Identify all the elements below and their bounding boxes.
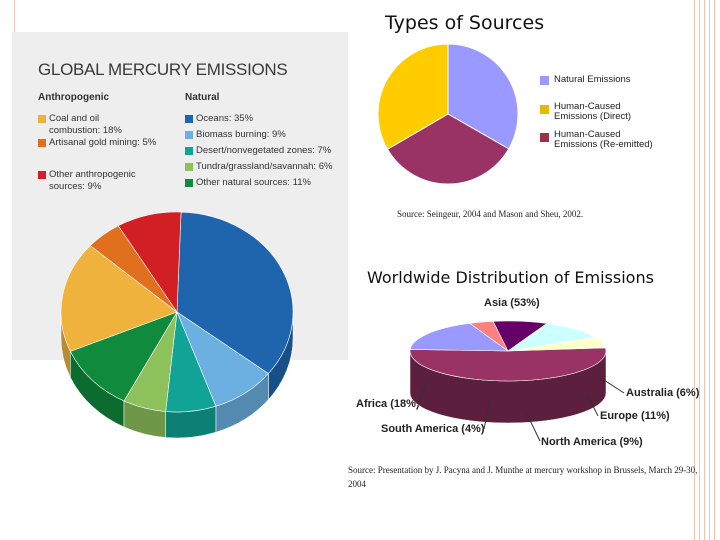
worldwide-slice-asia-53	[409, 347, 607, 382]
global-mercury-slice-coal-and-oil-combustion-18	[60, 245, 178, 352]
worldwide-leader-australia-6	[603, 379, 625, 394]
legend-item-other-anthropogenic-sources-9: Other anthropogenic sources: 9%	[49, 169, 136, 192]
global-mercury-slice-oceans-35	[176, 211, 294, 374]
legend-item-coal-and-oil-combustion-18: Coal and oil combustion: 18%	[49, 113, 122, 136]
worldwide-title: Worldwide Distribution of Emissions	[367, 268, 654, 287]
legend-swatch-tundra-grassland-savannah-6	[185, 163, 193, 171]
types-legend-swatch-natural-emissions	[540, 76, 549, 85]
legend-item-other-natural-sources-11: Other natural sources: 11%	[196, 177, 311, 188]
types-legend-label-human-caused-emissions-direct: Human-Caused Emissions (Direct)	[554, 101, 632, 122]
legend-swatch-other-natural-sources-11	[185, 179, 193, 187]
worldwide-label-south-america-4: South America (4%)	[381, 423, 485, 435]
worldwide-label-europe-11: Europe (11%)	[600, 410, 670, 422]
worldwide-source-note: Source: Presentation by J. Pacyna and J.…	[348, 465, 698, 489]
worldwide-label-australia-6: Australia (6%)	[626, 387, 700, 399]
legend-item-biomass-burning-9: Biomass burning: 9%	[196, 129, 286, 140]
legend-swatch-oceans-35	[185, 115, 193, 123]
anthropogenic-heading: Anthropogenic	[38, 92, 110, 103]
worldwide-slice-africa-18	[409, 323, 509, 352]
worldwide-slice-europe-11	[507, 323, 596, 352]
legend-item-artisanal-gold-mining-5: Artisanal gold mining: 5%	[49, 137, 157, 148]
types-slice-natural-emissions	[447, 43, 519, 150]
types-legend-swatch-human-caused-emissions-re-emitted	[540, 133, 549, 142]
worldwide-leader-africa-18	[417, 379, 429, 405]
worldwide-label-north-america-9: North America (9%)	[541, 436, 643, 448]
worldwide-leader-north-america-9	[525, 411, 541, 442]
types-legend-swatch-human-caused-emissions-direct	[540, 105, 549, 114]
types-legend-label-human-caused-emissions-re-emitted: Human-Caused Emissions (Re-emitted)	[554, 129, 653, 150]
worldwide-label-africa-18: Africa (18%)	[356, 398, 420, 410]
legend-swatch-other-anthropogenic-sources-9	[38, 171, 46, 179]
legend-item-oceans-35: Oceans: 35%	[196, 113, 254, 124]
global-mercury-title: GLOBAL MERCURY EMISSIONS	[38, 60, 288, 79]
legend-item-tundra-grassland-savannah-6: Tundra/grassland/savannah: 6%	[196, 161, 333, 172]
worldwide-leader-europe-11	[587, 395, 599, 417]
legend-swatch-biomass-burning-9	[185, 131, 193, 139]
types-legend-label-natural-emissions: Natural Emissions	[554, 74, 631, 85]
slide-frame-right	[690, 0, 720, 540]
types-slice-human-caused-emissions-direct	[377, 43, 449, 150]
worldwide-label-asia-53: Asia (53%)	[484, 297, 540, 309]
types-of-sources-title: Types of Sources	[385, 12, 545, 34]
natural-heading: Natural	[185, 92, 220, 103]
legend-item-desert-nonvegetated-zones-7: Desert/nonvegetated zones: 7%	[196, 145, 332, 156]
legend-swatch-desert-nonvegetated-zones-7	[185, 147, 193, 155]
global-mercury-slice-other-natural-sources-11	[69, 311, 178, 402]
worldwide-leader-south-america-4	[483, 399, 491, 430]
types-source-note: Source: Seingeur, 2004 and Mason and She…	[397, 209, 584, 219]
legend-swatch-artisanal-gold-mining-5	[38, 139, 46, 147]
legend-swatch-coal-and-oil-combustion-18	[38, 115, 46, 123]
types-slice-human-caused-emissions-re-emitted	[386, 113, 510, 185]
worldwide-slice-australia-6	[507, 336, 606, 352]
global-mercury-slice-other-anthropogenic-sources-9	[117, 211, 182, 313]
